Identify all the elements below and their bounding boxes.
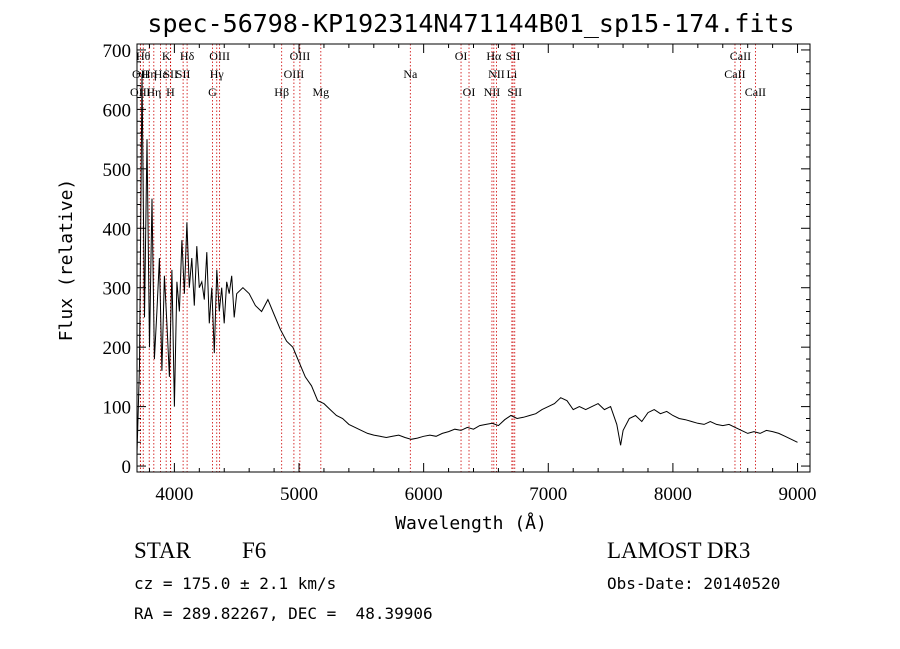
y-tick-label: 200 (103, 338, 132, 359)
y-tick-label: 100 (103, 398, 132, 419)
y-tick-label: 0 (122, 457, 132, 478)
line-label-oiii: OIII (290, 49, 311, 63)
coordinates: RA = 289.82267, DEC = 48.39906 (134, 604, 433, 623)
y-tick-label: 400 (103, 219, 132, 240)
y-tick-label: 700 (103, 41, 132, 62)
line-label-sii: SII (163, 67, 178, 81)
line-label-li: Li (507, 67, 518, 81)
line-label-sii: SII (506, 49, 521, 63)
line-label-oi: OI (463, 85, 476, 99)
redshift-cz: cz = 175.0 ± 2.1 km/s (134, 574, 337, 593)
line-label-caii: CaII (724, 67, 745, 81)
line-label-g: G (208, 85, 217, 99)
x-tick-label: 9000 (779, 484, 817, 505)
spectrum-series-line (136, 73, 798, 455)
line-label-hδ: Hδ (180, 49, 195, 63)
line-label-hη: Hη (146, 85, 161, 99)
line-label-k: K (162, 49, 171, 63)
y-axis-ticks: 0 100 200 300 400 500 600 700 (103, 41, 810, 478)
x-tick-label: 7000 (529, 484, 567, 505)
object-subclass: F6 (242, 538, 267, 563)
spectral-line-markers (139, 44, 756, 472)
line-label-oiii: OIII (209, 49, 230, 63)
y-axis-label: Flux (relative) (56, 179, 77, 342)
line-label-oiii: OIII (130, 85, 151, 99)
line-label-caii: CaII (745, 85, 766, 99)
x-axis-ticks: 4000 5000 6000 7000 8000 9000 (148, 44, 817, 505)
x-axis-label: Wavelength (Å) (395, 512, 547, 534)
y-tick-label: 300 (103, 279, 132, 300)
object-class: STAR (134, 538, 191, 563)
plot-frame (136, 43, 811, 473)
observation-date: Obs-Date: 20140520 (607, 574, 781, 593)
line-label-hε: Hε (154, 67, 168, 81)
y-tick-label: 600 (103, 100, 132, 121)
line-label-h: H (166, 85, 175, 99)
line-label-na: Na (403, 67, 418, 81)
line-label-sii: SII (176, 67, 191, 81)
line-label-caii: CaII (730, 49, 751, 63)
line-label-hθ: Hθ (136, 49, 151, 63)
line-label-oi: OI (455, 49, 468, 63)
line-label-oiii: OIII (284, 67, 305, 81)
line-label-hη: Hη (142, 67, 157, 81)
line-label-hβ: Hβ (274, 85, 289, 99)
line-label-hγ: Hγ (210, 67, 225, 81)
line-label-mg: Mg (312, 85, 329, 99)
survey-name: LAMOST DR3 (607, 538, 751, 563)
x-tick-label: 8000 (654, 484, 692, 505)
line-label-sii: SII (507, 85, 522, 99)
x-tick-label: 6000 (405, 484, 443, 505)
line-label-nii: NII (484, 85, 501, 99)
x-tick-label: 4000 (155, 484, 193, 505)
spectral-line-labels: HθOIIOIIIHηHηKHεSIIHHδSIIOIIIHγGOIIIOIII… (130, 49, 766, 99)
line-label-nii: NII (488, 67, 505, 81)
y-tick-label: 500 (103, 160, 132, 181)
chart-title: spec-56798-KP192314N471144B01_sp15-174.f… (147, 9, 794, 38)
x-tick-label: 5000 (280, 484, 318, 505)
line-label-hα: Hα (486, 49, 502, 63)
